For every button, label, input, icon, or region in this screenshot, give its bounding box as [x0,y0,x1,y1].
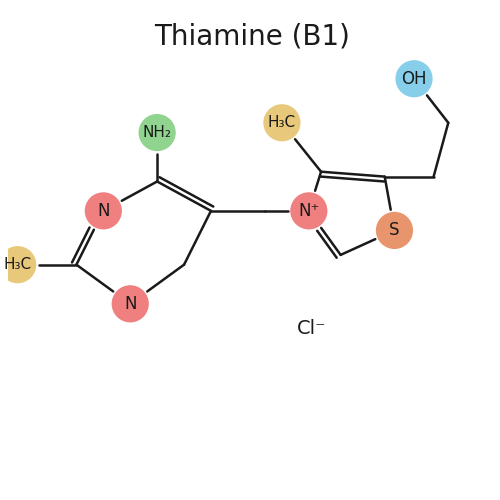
Text: N: N [97,202,110,220]
Circle shape [290,192,328,230]
Circle shape [376,212,413,249]
Circle shape [112,285,149,323]
Text: S: S [389,222,400,240]
Text: H₃C: H₃C [4,257,32,272]
Text: Cl⁻: Cl⁻ [296,319,326,338]
Circle shape [84,192,122,230]
Circle shape [396,60,432,98]
Text: H₃C: H₃C [268,116,296,130]
Text: Thiamine (B1): Thiamine (B1) [154,22,350,50]
Circle shape [138,114,175,151]
Circle shape [0,246,36,284]
Circle shape [264,104,300,142]
Text: N: N [124,295,136,313]
Text: N⁺: N⁺ [298,202,320,220]
Text: OH: OH [402,70,427,87]
Text: NH₂: NH₂ [142,125,172,140]
